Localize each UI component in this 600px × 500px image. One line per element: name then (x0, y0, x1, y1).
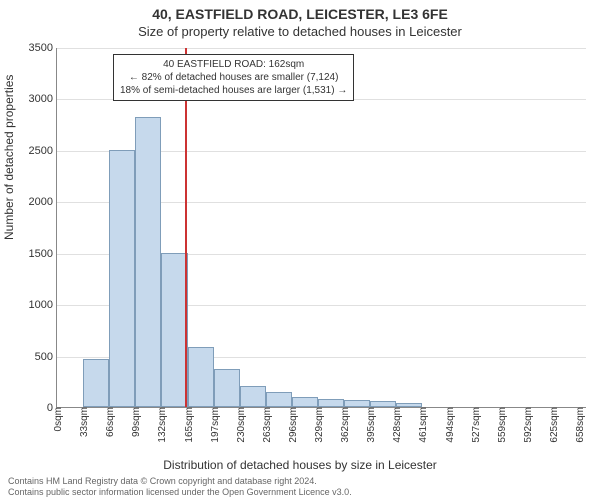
x-tick-label: 33sqm (79, 407, 90, 437)
x-tick-label: 230sqm (236, 407, 247, 443)
y-tick-label: 500 (35, 351, 53, 363)
chart-title-line2: Size of property relative to detached ho… (0, 24, 600, 39)
gridline (57, 48, 586, 49)
x-tick-label: 263sqm (262, 407, 273, 443)
x-tick-label: 494sqm (445, 407, 456, 443)
annotation-line2: ← 82% of detached houses are smaller (7,… (120, 71, 347, 84)
histogram-bar (109, 150, 135, 407)
histogram-bar (318, 399, 344, 407)
x-tick-label: 66sqm (105, 407, 116, 437)
x-tick-label: 197sqm (210, 407, 221, 443)
x-tick-label: 99sqm (131, 407, 142, 437)
x-tick-label: 132sqm (157, 407, 168, 443)
x-tick-label: 165sqm (184, 407, 195, 443)
histogram-bar (83, 359, 109, 407)
histogram-bar (135, 117, 161, 407)
y-tick-label: 2500 (29, 145, 53, 157)
plot-area: 05001000150020002500300035000sqm33sqm66s… (56, 48, 586, 408)
y-tick-label: 1000 (29, 299, 53, 311)
y-tick-label: 1500 (29, 248, 53, 260)
x-tick-label: 362sqm (340, 407, 351, 443)
histogram-bar (266, 392, 292, 407)
footer-line2: Contains public sector information licen… (8, 487, 352, 498)
y-tick-label: 2000 (29, 196, 53, 208)
reference-line (185, 48, 187, 407)
annotation-line3: 18% of semi-detached houses are larger (… (120, 84, 347, 97)
chart-title-line1: 40, EASTFIELD ROAD, LEICESTER, LE3 6FE (0, 6, 600, 22)
x-tick-label: 559sqm (497, 407, 508, 443)
x-tick-label: 592sqm (523, 407, 534, 443)
y-axis-label: Number of detached properties (2, 75, 16, 240)
histogram-bar (188, 347, 214, 407)
reference-annotation: 40 EASTFIELD ROAD: 162sqm ← 82% of detac… (113, 54, 354, 101)
x-tick-label: 461sqm (418, 407, 429, 443)
x-axis-label: Distribution of detached houses by size … (0, 458, 600, 472)
histogram-bar (240, 386, 266, 407)
annotation-line1: 40 EASTFIELD ROAD: 162sqm (120, 58, 347, 71)
histogram-bar (292, 397, 318, 407)
x-tick-label: 395sqm (366, 407, 377, 443)
y-tick-label: 3000 (29, 93, 53, 105)
histogram-bar (396, 403, 422, 407)
histogram-bar (161, 253, 187, 407)
y-tick-label: 3500 (29, 42, 53, 54)
x-tick-label: 527sqm (471, 407, 482, 443)
histogram-bar (370, 401, 396, 407)
x-tick-label: 428sqm (392, 407, 403, 443)
histogram-bar (214, 369, 240, 407)
chart-container: 40, EASTFIELD ROAD, LEICESTER, LE3 6FE S… (0, 0, 600, 500)
histogram-bar (344, 400, 370, 407)
x-tick-label: 0sqm (53, 407, 64, 431)
x-tick-label: 329sqm (314, 407, 325, 443)
footer-line1: Contains HM Land Registry data © Crown c… (8, 476, 352, 487)
x-tick-label: 296sqm (288, 407, 299, 443)
x-tick-label: 625sqm (549, 407, 560, 443)
attribution-footer: Contains HM Land Registry data © Crown c… (8, 476, 352, 498)
x-tick-label: 658sqm (575, 407, 586, 443)
